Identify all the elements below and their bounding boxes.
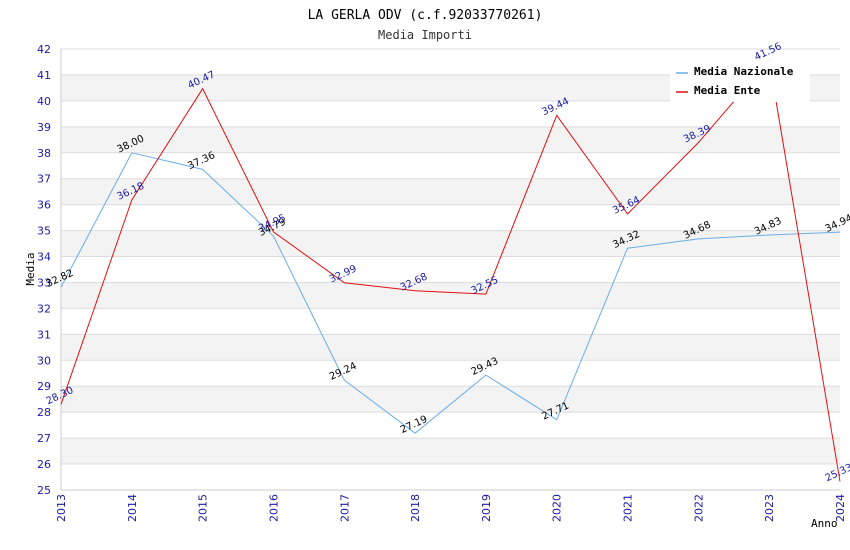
x-tick-label: 2013: [55, 494, 68, 522]
grid-lines: [61, 48, 840, 491]
legend: Media Nazionale Media Ente: [670, 60, 810, 102]
y-tick-label: 27: [37, 432, 51, 445]
grid-band: [61, 230, 840, 257]
grid-band: [61, 178, 840, 205]
y-tick-label: 32: [37, 302, 51, 315]
chart-title: LA GERLA ODV (c.f.92033770261): [308, 8, 543, 23]
x-tick-label: 2023: [763, 494, 776, 522]
y-tick-label: 33: [37, 276, 51, 289]
y-tick-label: 41: [37, 69, 51, 82]
y-tick-label: 25: [37, 484, 51, 497]
grid-band: [61, 438, 840, 465]
y-tick-label: 35: [37, 225, 51, 238]
x-tick-label: 2022: [692, 494, 705, 522]
y-tick-label: 29: [37, 380, 51, 393]
series-lines: [60, 59, 841, 482]
grid-band: [61, 282, 840, 309]
y-axis-label: Media: [24, 252, 37, 285]
x-tick-label: 2020: [551, 494, 564, 522]
y-tick-label: 31: [37, 328, 51, 341]
grid-bands: [61, 74, 840, 465]
y-tick-label: 36: [37, 199, 51, 212]
x-tick-label: 2014: [126, 494, 139, 522]
chart-subtitle: Media Importi: [378, 28, 472, 42]
y-tick-label: 42: [37, 43, 51, 56]
legend-label-media-ente: Media Ente: [694, 84, 761, 97]
x-tick-label: 2018: [409, 494, 422, 522]
series-line-media-nazionale: [60, 152, 841, 434]
y-tick-label: 28: [37, 406, 51, 419]
x-tick-labels: 2013 2014 2015 2016 2017 2018 2019 2020 2021 2022…: [55, 494, 847, 522]
legend-box: [670, 60, 810, 102]
y-tick-label: 37: [37, 173, 51, 186]
grid-band: [61, 386, 840, 413]
data-label: 41.56: [753, 41, 784, 63]
y-tick-label: 34: [37, 251, 51, 264]
y-tick-labels: 25 26 27 28 29 30 31 32 33 34 35 36 37 38 39 40 41 42: [37, 43, 51, 497]
series-line-media-ente: [60, 59, 841, 482]
data-label: 29.24: [328, 361, 359, 383]
x-tick-label: 2016: [267, 494, 280, 522]
legend-label-media-nazionale: Media Nazionale: [694, 65, 794, 78]
x-tick-label: 2017: [338, 494, 351, 522]
y-tick-label: 30: [37, 354, 51, 367]
y-tick-label: 38: [37, 147, 51, 160]
x-tick-label: 2024: [834, 494, 847, 522]
x-tick-label: 2015: [197, 494, 210, 522]
y-tick-label: 39: [37, 121, 51, 134]
y-tick-label: 40: [37, 95, 51, 108]
y-tick-label: 26: [37, 458, 51, 471]
x-tick-label: 2019: [480, 494, 493, 522]
x-axis-label: Anno: [811, 517, 838, 530]
x-tick-label: 2021: [622, 494, 635, 522]
grid-band: [61, 126, 840, 153]
axes: [60, 49, 840, 491]
grid-band: [61, 334, 840, 361]
